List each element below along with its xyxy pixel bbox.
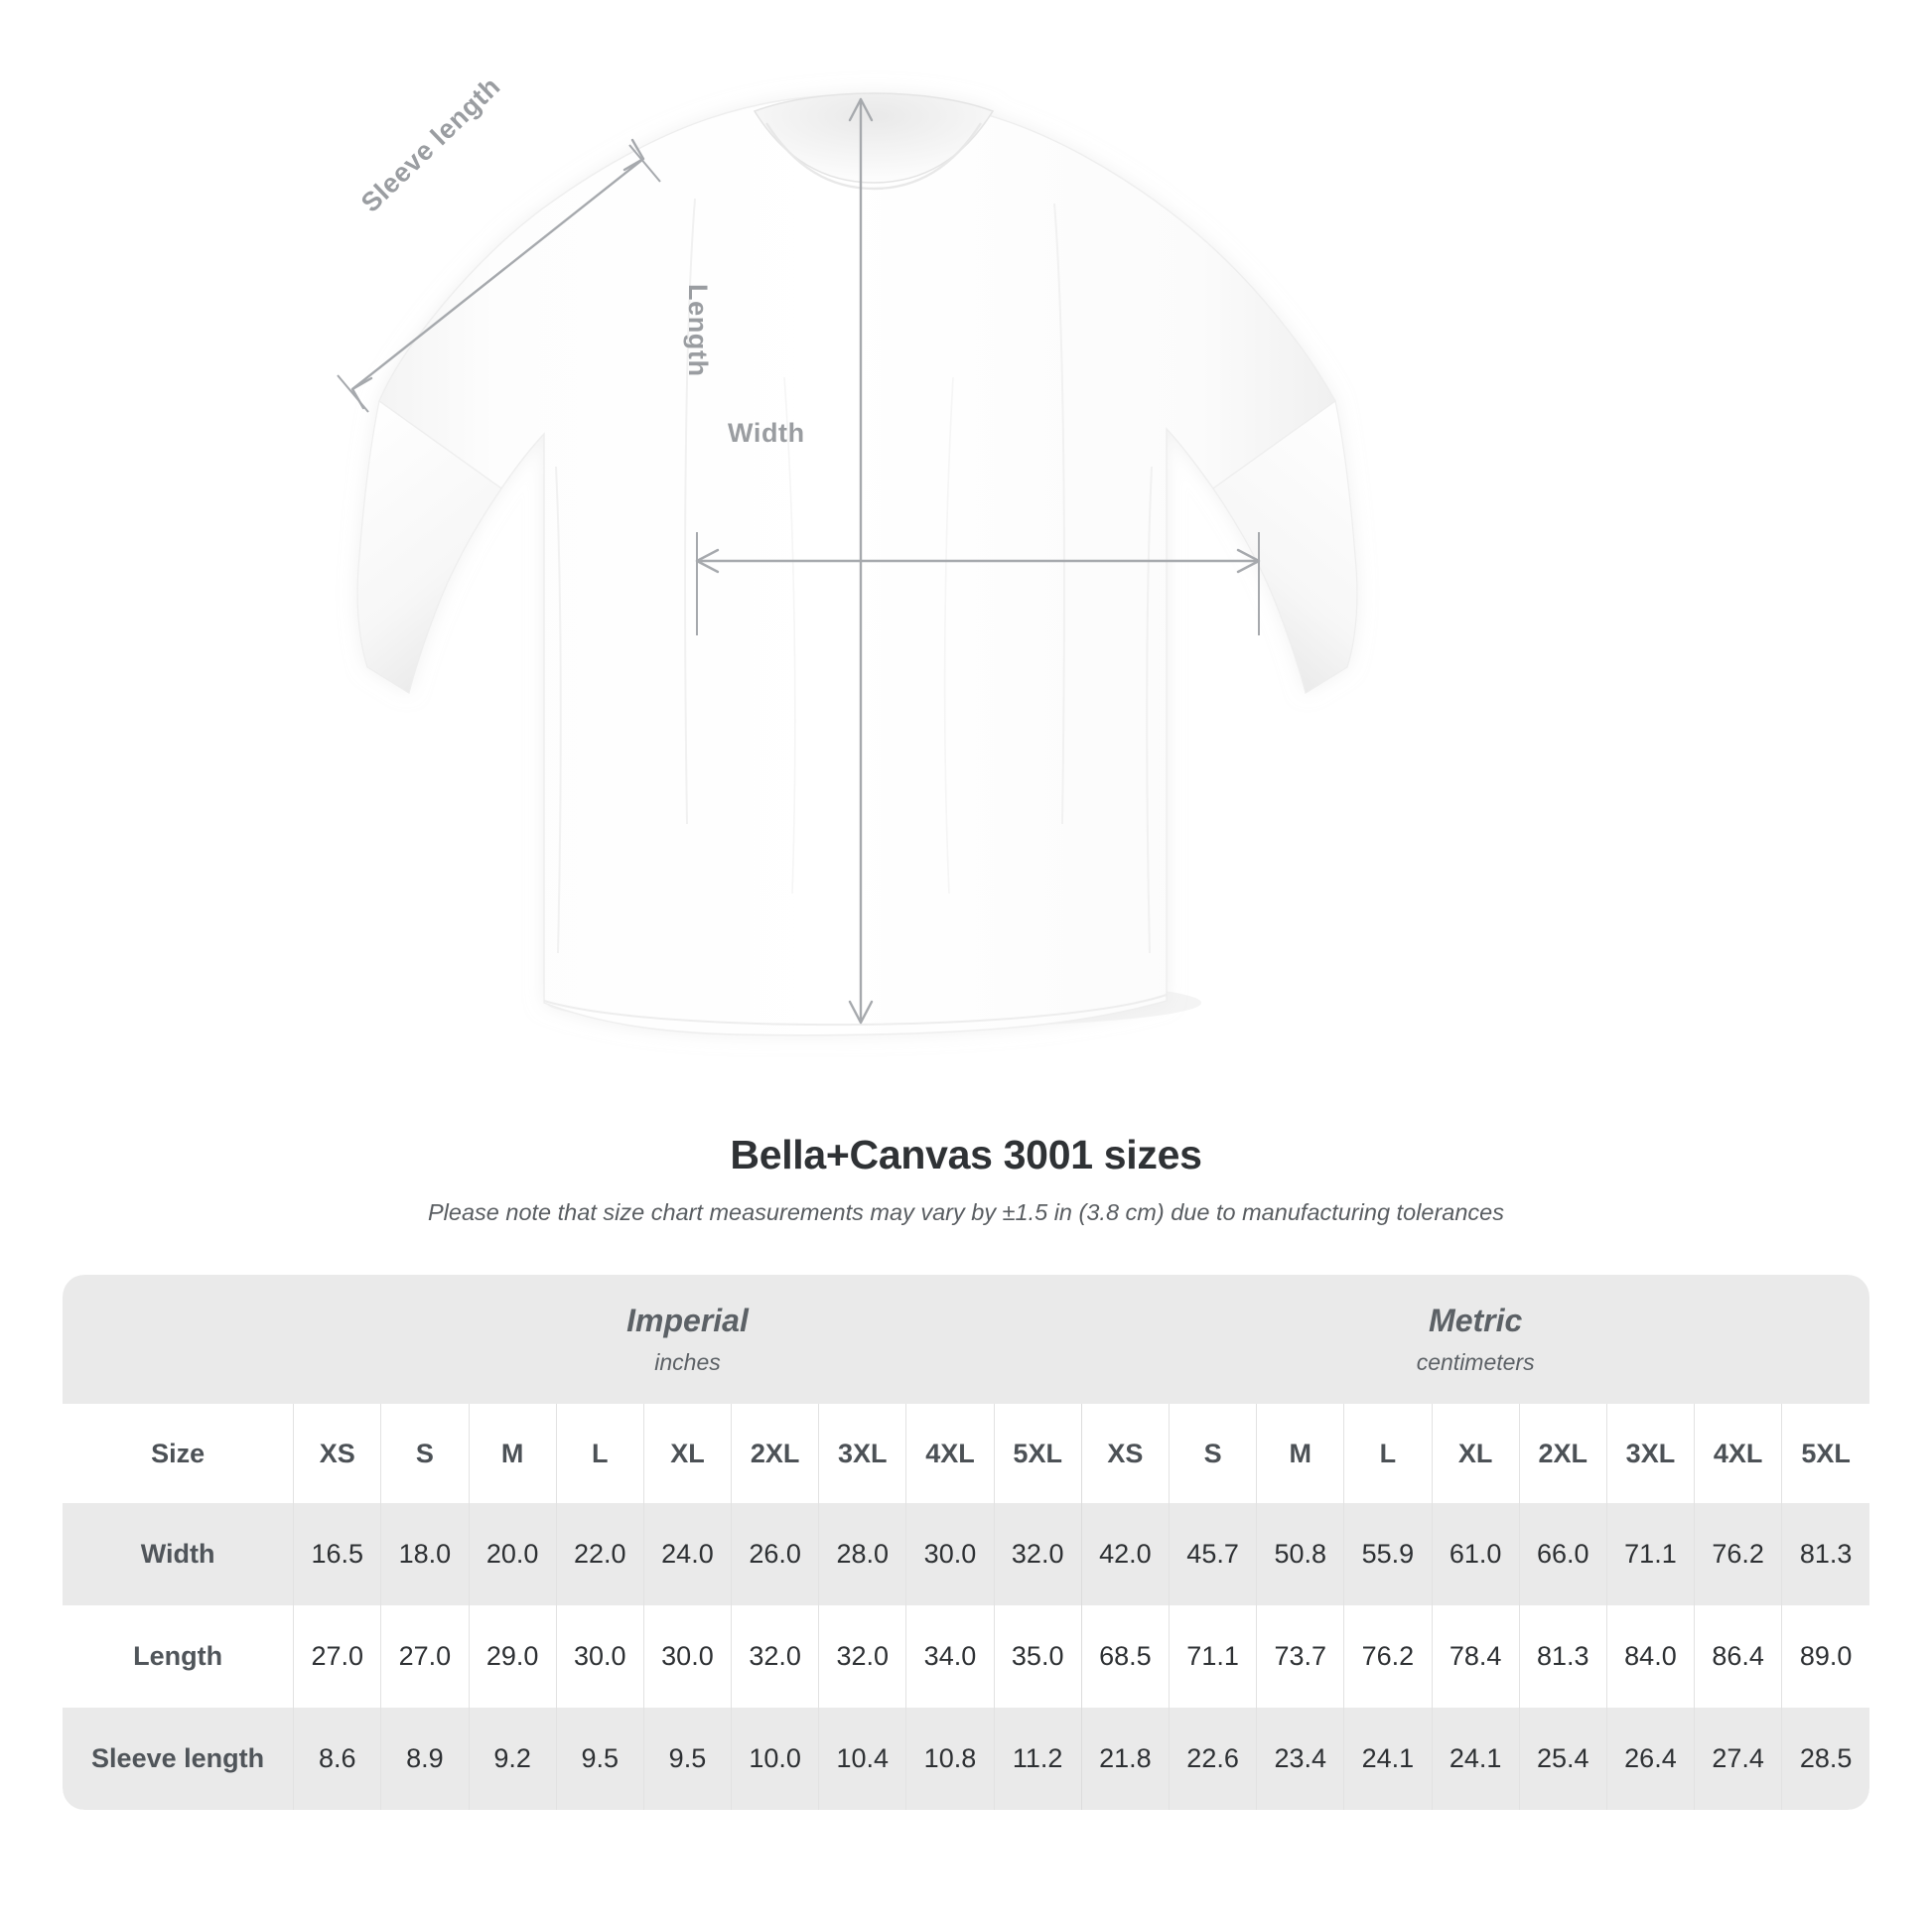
cell-imperial-sleeve-length-2xl: 10.0 (731, 1708, 819, 1810)
cell-metric-sleeve-length-l: 24.1 (1343, 1708, 1433, 1810)
cell-imperial-sleeve-length-s: 8.9 (380, 1708, 470, 1810)
width-label: Width (728, 418, 805, 448)
cell-metric-length-4xl: 86.4 (1694, 1605, 1782, 1708)
size-header-metric-xl[interactable]: XL (1431, 1404, 1520, 1503)
cell-imperial-length-l: 30.0 (555, 1605, 644, 1708)
cell-metric-length-xl: 78.4 (1431, 1605, 1520, 1708)
cell-metric-width-4xl: 76.2 (1694, 1503, 1782, 1605)
sleeve-length-arrow (351, 158, 644, 390)
size-header-metric-l[interactable]: L (1343, 1404, 1433, 1503)
cell-metric-length-xs: 68.5 (1080, 1605, 1170, 1708)
cell-imperial-length-3xl: 32.0 (818, 1605, 906, 1708)
cell-metric-sleeve-length-s: 22.6 (1168, 1708, 1257, 1810)
cell-metric-length-m: 73.7 (1256, 1605, 1344, 1708)
cell-metric-sleeve-length-xs: 21.8 (1080, 1708, 1170, 1810)
system-band-row: Imperial inches Metric centimeters (63, 1275, 1869, 1404)
cell-metric-length-5xl: 89.0 (1781, 1605, 1869, 1708)
system-header-imperial: Imperial inches (293, 1275, 1082, 1404)
cell-metric-width-xs: 42.0 (1080, 1503, 1170, 1605)
cell-imperial-length-s: 27.0 (380, 1605, 470, 1708)
cell-metric-sleeve-length-5xl: 28.5 (1781, 1708, 1869, 1810)
cell-metric-sleeve-length-m: 23.4 (1256, 1708, 1344, 1810)
size-header-metric-m[interactable]: M (1256, 1404, 1344, 1503)
size-header-metric-xs[interactable]: XS (1080, 1404, 1170, 1503)
system-name: Metric (1429, 1303, 1523, 1339)
tolerance-note: Please note that size chart measurements… (428, 1199, 1504, 1226)
cell-imperial-width-s: 18.0 (380, 1503, 470, 1605)
size-header-metric-3xl[interactable]: 3XL (1605, 1404, 1695, 1503)
system-unit: centimeters (1416, 1348, 1535, 1375)
cell-imperial-length-xl: 30.0 (642, 1605, 732, 1708)
size-header-row: Size XS S M L XL 2XL 3XL 4XL 5XL XS S M L XL 2XL 3XL 4XL 5… (63, 1404, 1869, 1503)
cell-imperial-sleeve-length-m: 9.2 (468, 1708, 557, 1810)
size-header-imperial-xs[interactable]: XS (293, 1404, 381, 1503)
row-label-length: Length (63, 1605, 294, 1708)
cell-imperial-width-xl: 24.0 (642, 1503, 732, 1605)
row-label-width: Width (63, 1503, 294, 1605)
cell-imperial-width-4xl: 30.0 (905, 1503, 995, 1605)
system-name: Imperial (626, 1303, 749, 1339)
cell-imperial-width-m: 20.0 (468, 1503, 557, 1605)
table-row: Width 16.5 18.0 20.0 22.0 24.0 26.0 28.0 30.0 32.… (63, 1503, 1869, 1605)
system-header-metric: Metric centimeters (1081, 1275, 1869, 1404)
size-chart-table: Imperial inches Metric centimeters Size XS S M L… (63, 1275, 1869, 1810)
size-header-metric-5xl[interactable]: 5XL (1781, 1404, 1869, 1503)
table-row: Length 27.0 27.0 29.0 30.0 30.0 32.0 32.0 34.0 35… (63, 1605, 1869, 1708)
size-header-imperial-3xl[interactable]: 3XL (818, 1404, 906, 1503)
size-header-imperial-s[interactable]: S (380, 1404, 470, 1503)
cell-imperial-width-5xl: 32.0 (993, 1503, 1082, 1605)
cell-imperial-width-l: 22.0 (555, 1503, 644, 1605)
cell-metric-width-5xl: 81.3 (1781, 1503, 1869, 1605)
size-header-imperial-2xl[interactable]: 2XL (731, 1404, 819, 1503)
cell-imperial-sleeve-length-xs: 8.6 (293, 1708, 381, 1810)
cell-imperial-length-xs: 27.0 (293, 1605, 381, 1708)
cell-imperial-sleeve-length-4xl: 10.8 (905, 1708, 995, 1810)
cell-imperial-sleeve-length-l: 9.5 (555, 1708, 644, 1810)
cell-imperial-sleeve-length-3xl: 10.4 (818, 1708, 906, 1810)
cell-imperial-sleeve-length-5xl: 11.2 (993, 1708, 1082, 1810)
size-chart-table-wrapper: Imperial inches Metric centimeters Size XS S M L… (63, 1275, 1869, 1810)
cell-metric-length-l: 76.2 (1343, 1605, 1433, 1708)
row-label-sleeve-length: Sleeve length (63, 1708, 294, 1810)
measurement-guides (337, 97, 1261, 1025)
cell-metric-width-l: 55.9 (1343, 1503, 1433, 1605)
cell-imperial-width-3xl: 28.0 (818, 1503, 906, 1605)
cell-metric-width-m: 50.8 (1256, 1503, 1344, 1605)
cell-metric-width-xl: 61.0 (1431, 1503, 1520, 1605)
size-header-metric-4xl[interactable]: 4XL (1694, 1404, 1782, 1503)
length-label: Length (683, 284, 713, 377)
cell-imperial-width-xs: 16.5 (293, 1503, 381, 1605)
cell-metric-length-2xl: 81.3 (1518, 1605, 1607, 1708)
system-band-spacer (63, 1275, 294, 1404)
cell-metric-length-s: 71.1 (1168, 1605, 1257, 1708)
cell-metric-width-2xl: 66.0 (1518, 1503, 1607, 1605)
cell-metric-width-3xl: 71.1 (1605, 1503, 1695, 1605)
size-header-metric-s[interactable]: S (1168, 1404, 1257, 1503)
cell-metric-sleeve-length-4xl: 27.4 (1694, 1708, 1782, 1810)
tshirt-diagram: Sleeve length Length Width (337, 71, 1358, 1036)
tshirt-illustration (337, 92, 1358, 1036)
cell-metric-sleeve-length-3xl: 26.4 (1605, 1708, 1695, 1810)
size-header-imperial-4xl[interactable]: 4XL (905, 1404, 995, 1503)
cell-imperial-sleeve-length-xl: 9.5 (642, 1708, 732, 1810)
cell-imperial-width-2xl: 26.0 (731, 1503, 819, 1605)
chart-heading-block: Bella+Canvas 3001 sizes Please note that… (0, 1132, 1932, 1226)
page-title: Bella+Canvas 3001 sizes (730, 1132, 1202, 1177)
cell-metric-width-s: 45.7 (1168, 1503, 1257, 1605)
cell-imperial-length-4xl: 34.0 (905, 1605, 995, 1708)
cell-imperial-length-m: 29.0 (468, 1605, 557, 1708)
size-header-metric-2xl[interactable]: 2XL (1518, 1404, 1607, 1503)
cell-imperial-length-2xl: 32.0 (731, 1605, 819, 1708)
cell-metric-length-3xl: 84.0 (1605, 1605, 1695, 1708)
size-header-imperial-5xl[interactable]: 5XL (993, 1404, 1082, 1503)
size-header-imperial-m[interactable]: M (468, 1404, 557, 1503)
size-header-imperial-l[interactable]: L (555, 1404, 644, 1503)
table-corner-label: Size (63, 1404, 294, 1503)
cell-imperial-length-5xl: 35.0 (993, 1605, 1082, 1708)
size-header-imperial-xl[interactable]: XL (642, 1404, 732, 1503)
cell-metric-sleeve-length-xl: 24.1 (1431, 1708, 1520, 1810)
system-unit: inches (654, 1348, 721, 1375)
cell-metric-sleeve-length-2xl: 25.4 (1518, 1708, 1607, 1810)
table-row: Sleeve length 8.6 8.9 9.2 9.5 9.5 10.0 10.4 10.8… (63, 1708, 1869, 1810)
